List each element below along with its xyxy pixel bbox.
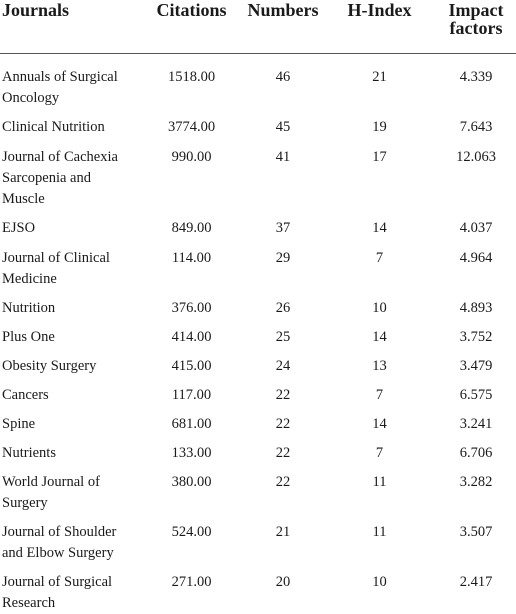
cell-impact-factor: 6.706 — [436, 435, 516, 464]
table-row: Obesity Surgery 415.00 24 13 3.479 — [0, 348, 516, 377]
cell-journal: Journal of Cachexia Sarcopenia and Muscl… — [0, 139, 140, 210]
cell-journal: Cancers — [0, 377, 140, 406]
cell-h-index: 7 — [323, 240, 436, 290]
cell-h-index: 7 — [323, 435, 436, 464]
cell-citations: 380.00 — [140, 464, 243, 514]
cell-numbers: 24 — [243, 348, 323, 377]
cell-journal: Journal of Surgical Research — [0, 564, 140, 614]
cell-impact-factor: 3.241 — [436, 406, 516, 435]
cell-citations: 415.00 — [140, 348, 243, 377]
header-journals: Journals — [0, 0, 140, 54]
cell-impact-factor: 6.575 — [436, 377, 516, 406]
cell-citations: 133.00 — [140, 435, 243, 464]
table-row: Journal of Clinical Medicine 114.00 29 7… — [0, 240, 516, 290]
cell-impact-factor: 4.339 — [436, 54, 516, 110]
cell-impact-factor: 4.037 — [436, 210, 516, 240]
cell-impact-factor: 3.752 — [436, 319, 516, 348]
table-row: World Journal of Surgery 380.00 22 11 3.… — [0, 464, 516, 514]
cell-h-index: 11 — [323, 464, 436, 514]
cell-numbers: 22 — [243, 464, 323, 514]
cell-citations: 271.00 — [140, 564, 243, 614]
cell-impact-factor: 7.643 — [436, 109, 516, 139]
header-impact-line2: factors — [450, 18, 503, 38]
table-row: Journal of Surgical Research 271.00 20 1… — [0, 564, 516, 614]
cell-h-index: 14 — [323, 210, 436, 240]
table-row: Clinical Nutrition 3774.00 45 19 7.643 — [0, 109, 516, 139]
cell-h-index: 14 — [323, 319, 436, 348]
cell-numbers: 41 — [243, 139, 323, 210]
table-row: Plus One 414.00 25 14 3.752 — [0, 319, 516, 348]
cell-impact-factor: 12.063 — [436, 139, 516, 210]
cell-numbers: 22 — [243, 435, 323, 464]
cell-h-index: 10 — [323, 290, 436, 319]
table-header: Journals Citations Numbers H-Index Impac… — [0, 0, 516, 54]
cell-impact-factor: 2.417 — [436, 564, 516, 614]
table-row: Nutrition 376.00 26 10 4.893 — [0, 290, 516, 319]
cell-citations: 114.00 — [140, 240, 243, 290]
cell-h-index: 21 — [323, 54, 436, 110]
cell-numbers: 45 — [243, 109, 323, 139]
table-row: Journal of Shoulder and Elbow Surgery 52… — [0, 514, 516, 564]
cell-journal: Journal of Clinical Medicine — [0, 240, 140, 290]
cell-h-index: 17 — [323, 139, 436, 210]
cell-numbers: 22 — [243, 377, 323, 406]
cell-journal: Journal of Shoulder and Elbow Surgery — [0, 514, 140, 564]
cell-citations: 376.00 — [140, 290, 243, 319]
cell-impact-factor: 4.893 — [436, 290, 516, 319]
cell-h-index: 10 — [323, 564, 436, 614]
header-row: Journals Citations Numbers H-Index Impac… — [0, 0, 516, 54]
cell-citations: 3774.00 — [140, 109, 243, 139]
cell-journal: Annuals of Surgical Oncology — [0, 54, 140, 110]
cell-impact-factor: 4.964 — [436, 240, 516, 290]
cell-numbers: 37 — [243, 210, 323, 240]
cell-impact-factor: 3.282 — [436, 464, 516, 514]
cell-journal: Nutrition — [0, 290, 140, 319]
cell-numbers: 46 — [243, 54, 323, 110]
cell-numbers: 21 — [243, 514, 323, 564]
cell-numbers: 26 — [243, 290, 323, 319]
cell-citations: 681.00 — [140, 406, 243, 435]
cell-journal: Clinical Nutrition — [0, 109, 140, 139]
cell-citations: 524.00 — [140, 514, 243, 564]
cell-h-index: 19 — [323, 109, 436, 139]
table-row: EJSO 849.00 37 14 4.037 — [0, 210, 516, 240]
table-row: Nutrients 133.00 22 7 6.706 — [0, 435, 516, 464]
cell-numbers: 25 — [243, 319, 323, 348]
cell-numbers: 22 — [243, 406, 323, 435]
header-impact-line1: Impact — [449, 0, 504, 20]
cell-citations: 414.00 — [140, 319, 243, 348]
cell-impact-factor: 3.479 — [436, 348, 516, 377]
cell-journal: Spine — [0, 406, 140, 435]
cell-citations: 117.00 — [140, 377, 243, 406]
cell-journal: World Journal of Surgery — [0, 464, 140, 514]
header-numbers: Numbers — [243, 0, 323, 54]
cell-journal: Obesity Surgery — [0, 348, 140, 377]
cell-journal: Plus One — [0, 319, 140, 348]
header-h-index: H-Index — [323, 0, 436, 54]
table-body: Annuals of Surgical Oncology 1518.00 46 … — [0, 54, 516, 614]
cell-h-index: 13 — [323, 348, 436, 377]
cell-h-index: 7 — [323, 377, 436, 406]
header-citations: Citations — [140, 0, 243, 54]
cell-citations: 990.00 — [140, 139, 243, 210]
table-row: Spine 681.00 22 14 3.241 — [0, 406, 516, 435]
cell-h-index: 14 — [323, 406, 436, 435]
cell-journal: Nutrients — [0, 435, 140, 464]
cell-journal: EJSO — [0, 210, 140, 240]
cell-numbers: 29 — [243, 240, 323, 290]
cell-citations: 849.00 — [140, 210, 243, 240]
cell-numbers: 20 — [243, 564, 323, 614]
table-row: Journal of Cachexia Sarcopenia and Muscl… — [0, 139, 516, 210]
table-row: Annuals of Surgical Oncology 1518.00 46 … — [0, 54, 516, 110]
cell-citations: 1518.00 — [140, 54, 243, 110]
table-row: Cancers 117.00 22 7 6.575 — [0, 377, 516, 406]
cell-impact-factor: 3.507 — [436, 514, 516, 564]
cell-h-index: 11 — [323, 514, 436, 564]
